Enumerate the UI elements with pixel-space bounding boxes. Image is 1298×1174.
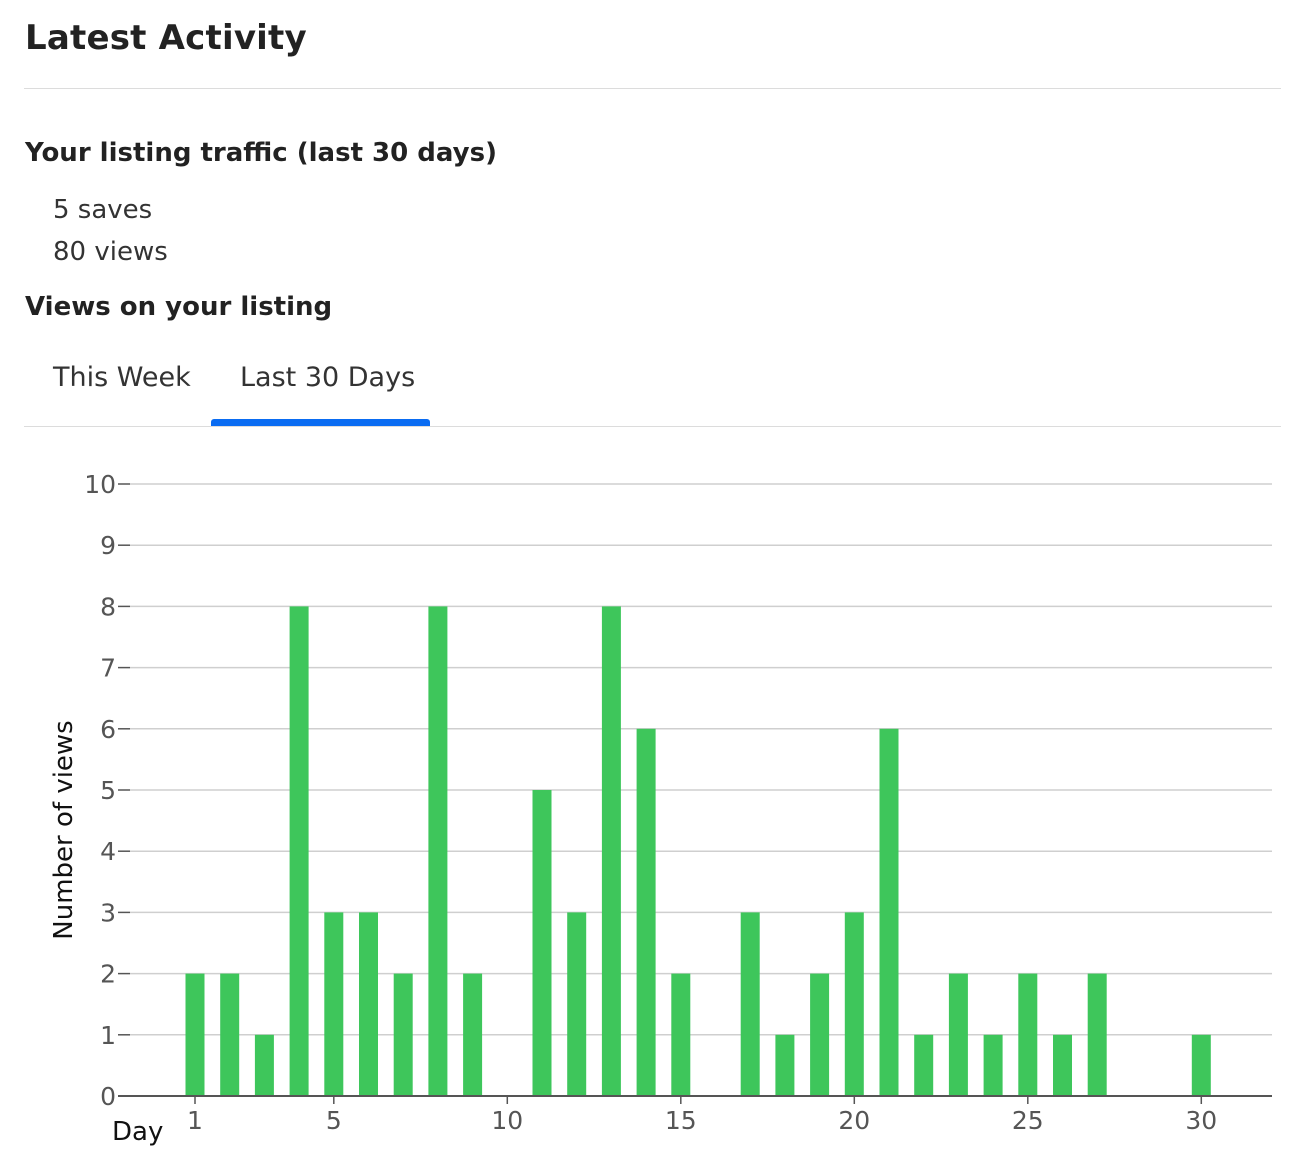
active-tab-indicator	[211, 419, 430, 426]
bar-day-8	[428, 606, 448, 1096]
bar-day-9	[463, 973, 483, 1096]
bar-day-11	[532, 790, 552, 1096]
bar-day-12	[567, 912, 587, 1096]
bar-day-24	[983, 1034, 1003, 1096]
x-tick-label: 5	[326, 1106, 342, 1135]
bar-day-6	[359, 912, 378, 1096]
saves-count: 5 saves	[53, 195, 153, 225]
x-axis-title: Day	[112, 1117, 163, 1147]
bar-day-14	[636, 728, 656, 1096]
tab-this-week[interactable]: This Week	[53, 362, 191, 393]
bar-day-15	[671, 973, 691, 1096]
traffic-heading: Your listing traffic (last 30 days)	[25, 138, 497, 168]
bar-day-25	[1018, 973, 1038, 1096]
bar-day-3	[254, 1034, 274, 1096]
bar-day-23	[948, 973, 968, 1096]
y-tick-label: 7	[100, 654, 116, 683]
bar-day-4	[289, 606, 309, 1096]
bar-day-22	[914, 1034, 934, 1096]
bar-day-19	[810, 973, 830, 1096]
y-tick-label: 8	[100, 592, 116, 621]
y-tick-label: 6	[100, 715, 116, 744]
y-tick-label: 10	[84, 470, 116, 499]
x-tick-label: 25	[1012, 1106, 1044, 1135]
bar-day-21	[879, 728, 899, 1096]
bar-day-27	[1087, 973, 1107, 1096]
section-title: Latest Activity	[25, 18, 307, 58]
views-count: 80 views	[53, 237, 168, 267]
bar-day-5	[324, 912, 344, 1096]
bar-day-17	[740, 912, 760, 1096]
y-tick-label: 5	[100, 776, 116, 805]
x-tick-label: 20	[838, 1106, 870, 1135]
tab-last-30-days[interactable]: Last 30 Days	[240, 362, 416, 393]
x-tick-label: 1	[187, 1106, 203, 1135]
bar-day-30	[1191, 1034, 1211, 1096]
bar-day-2	[220, 973, 240, 1096]
divider	[24, 88, 1281, 89]
bar-day-1	[185, 973, 205, 1096]
bar-day-26	[1053, 1034, 1072, 1096]
y-tick-label: 2	[100, 960, 116, 989]
y-tick-label: 0	[100, 1082, 116, 1111]
y-tick-label: 3	[100, 898, 116, 927]
x-tick-label: 10	[491, 1106, 523, 1135]
bar-day-20	[844, 912, 864, 1096]
y-tick-label: 9	[100, 531, 116, 560]
bar-day-7	[393, 973, 413, 1096]
x-tick-label: 15	[665, 1106, 697, 1135]
tabs-divider	[24, 426, 1281, 427]
bar-day-13	[601, 606, 621, 1096]
y-tick-label: 1	[100, 1021, 116, 1050]
y-axis-title: Number of views	[49, 720, 79, 939]
views-heading: Views on your listing	[25, 292, 333, 322]
bar-day-18	[775, 1034, 795, 1096]
x-tick-label: 30	[1185, 1106, 1217, 1135]
y-tick-label: 4	[100, 837, 116, 866]
